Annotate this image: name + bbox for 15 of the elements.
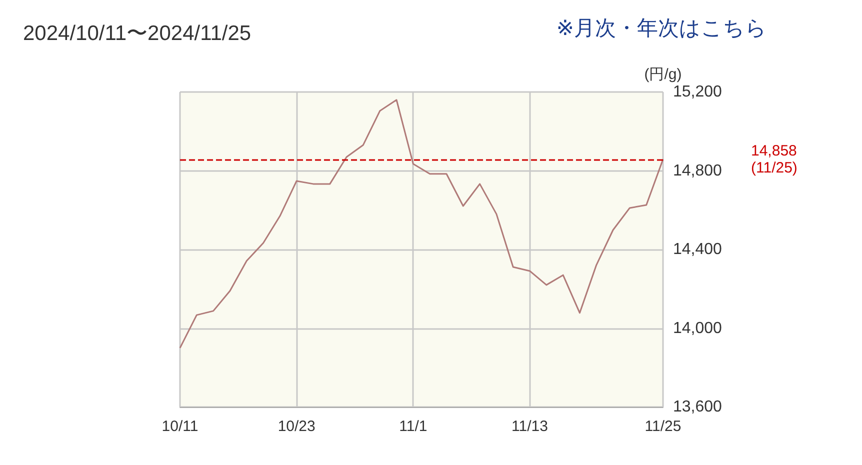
- x-tick-label: 10/23: [278, 418, 316, 435]
- y-axis-title: (円/g): [644, 66, 682, 83]
- y-tick-label: 14,400: [673, 241, 722, 258]
- y-tick-label: 14,800: [673, 162, 722, 180]
- text: ※月次・年次はこちら: [556, 17, 768, 40]
- x-tick-label: 11/1: [399, 418, 428, 435]
- chart-title: 2024/10/11〜2024/11/25: [23, 22, 252, 45]
- y-tick-label: 15,200: [673, 84, 722, 100]
- x-tick-label: 11/25: [644, 418, 682, 435]
- line-series: [179, 99, 664, 349]
- x-tick-label: 10/11: [162, 418, 198, 435]
- x-tick-label: 11/13: [512, 418, 548, 435]
- y-tick-label: 13,600: [673, 398, 722, 416]
- y-tick-label: 14,000: [673, 320, 722, 337]
- ref-line-label: 14,858 (11/25): [751, 142, 798, 176]
